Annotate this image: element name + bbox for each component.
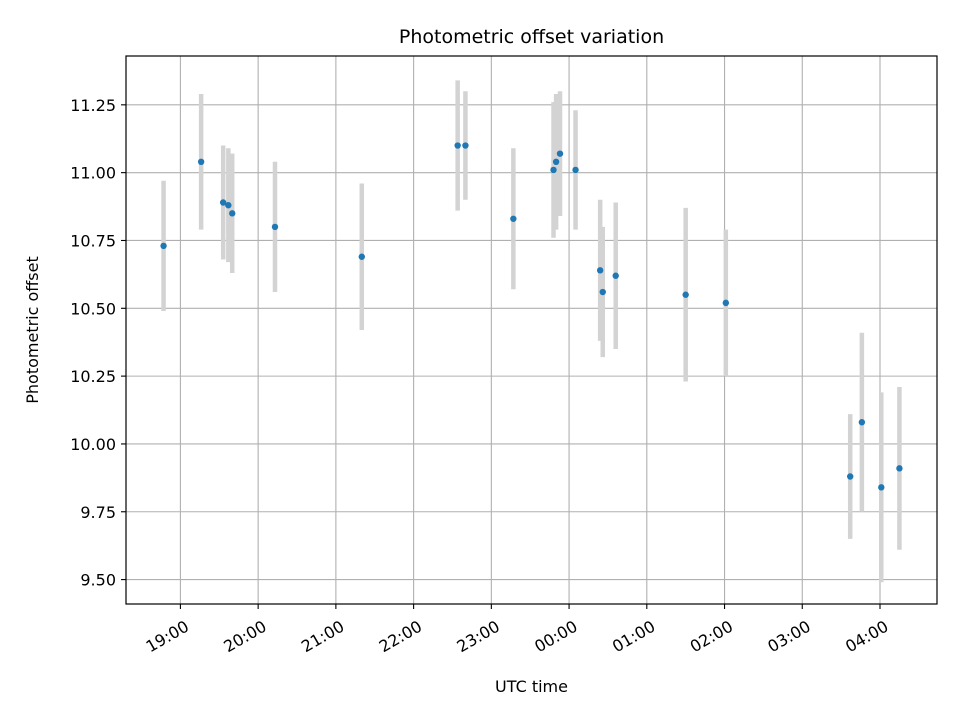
data-point — [229, 210, 236, 217]
y-tick-label: 9.50 — [80, 571, 116, 590]
x-tick-label: 00:00 — [531, 617, 580, 657]
data-point — [596, 267, 604, 274]
plot-frame — [125, 55, 938, 605]
y-tick-label: 10.25 — [70, 367, 116, 386]
data-point — [599, 288, 606, 296]
data-point — [358, 253, 365, 260]
data-point — [219, 199, 227, 206]
y-tick-label: 10.75 — [70, 231, 116, 250]
data-point — [225, 202, 232, 209]
x-tick-label: 02:00 — [687, 617, 736, 657]
data-point — [271, 223, 279, 231]
point-layer — [160, 142, 903, 491]
data-point — [160, 242, 167, 250]
x-tick-label: 22:00 — [376, 617, 425, 657]
data-point — [197, 158, 205, 166]
y-axis-title: Photometric offset — [23, 256, 42, 404]
x-tick-label: 19:00 — [143, 617, 192, 657]
data-point — [550, 166, 557, 174]
y-tick-label: 9.75 — [80, 503, 116, 522]
data-point — [722, 299, 730, 307]
chart-title: Photometric offset variation — [399, 26, 664, 48]
errorbar-layer — [161, 80, 902, 583]
data-point — [556, 150, 564, 157]
x-tick-label: 20:00 — [220, 617, 269, 657]
y-tick-label: 10.50 — [70, 299, 116, 318]
data-point — [682, 291, 689, 298]
y-tick-label: 11.00 — [70, 164, 116, 183]
y-tick-label: 10.00 — [70, 435, 116, 454]
x-tick-label: 21:00 — [298, 617, 347, 657]
x-tick-label: 03:00 — [764, 617, 813, 657]
y-tick-label: 11.25 — [70, 96, 116, 115]
data-point — [552, 158, 560, 166]
x-tick-label: 04:00 — [842, 617, 891, 657]
data-point — [612, 272, 619, 279]
data-point — [454, 142, 461, 149]
data-point — [858, 419, 866, 426]
data-point — [846, 473, 854, 480]
x-tick-layer: 19:00 20:00 21:00 22:00 23:00 00:00 01:00 02:00… — [143, 604, 892, 656]
y-tick-layer: 9.50 9.75 10.00 10.25 10.50 10.75 11.00 11.25 — [70, 96, 126, 590]
x-tick-label: 23:00 — [454, 617, 503, 657]
data-point — [510, 215, 517, 222]
data-point — [462, 142, 469, 149]
data-point — [896, 465, 903, 472]
data-point — [878, 484, 885, 491]
x-axis-title: UTC time — [495, 677, 568, 696]
data-point — [572, 166, 579, 174]
x-tick-label: 01:00 — [609, 617, 658, 657]
grid-layer — [126, 56, 937, 604]
